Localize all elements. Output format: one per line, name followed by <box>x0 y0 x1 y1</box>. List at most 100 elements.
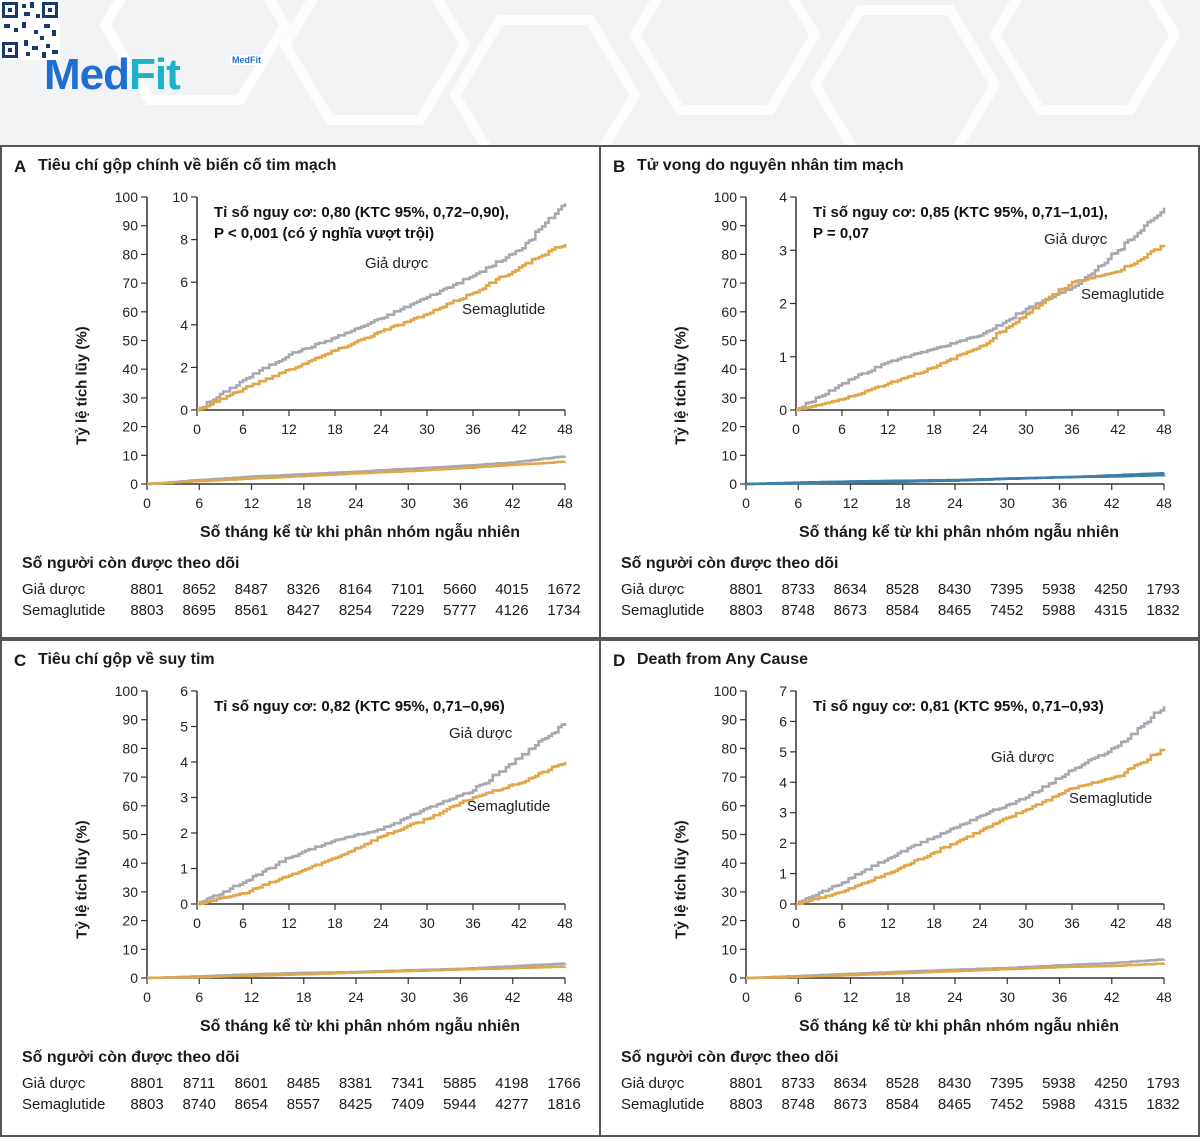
outer-x-tick-label: 24 <box>947 495 963 511</box>
qr-code-icon <box>0 0 60 60</box>
outer-x-tick-label: 12 <box>244 989 260 1005</box>
outer-y-tick-label: 100 <box>714 189 738 205</box>
risk-cell: 7341 <box>390 1075 425 1092</box>
risk-cell: 1672 <box>547 581 581 598</box>
risk-row-label: Semaglutide <box>22 602 106 619</box>
x-axis-label: Số tháng kể từ khi phân nhóm ngẫu nhiên <box>799 524 1120 541</box>
outer-x-tick-label: 36 <box>1052 989 1068 1005</box>
hazard-ratio-text: Tỉ số nguy cơ: 0,85 (KTC 95%, 0,71–1,01)… <box>813 204 1108 221</box>
outer-y-tick-label: 80 <box>721 740 737 756</box>
risk-cell: 8803 <box>130 602 164 619</box>
risk-cell: 8427 <box>286 602 321 619</box>
risk-cell: 8425 <box>338 1096 373 1113</box>
inner-y-tick-label: 3 <box>779 242 787 258</box>
risk-cell: 7101 <box>390 581 425 598</box>
risk-row-placebo: Giả dược 8801 8733 8634 8528 8430 7395 5938 4250… <box>601 581 1200 601</box>
risk-cell: 5938 <box>1042 1075 1076 1092</box>
outer-x-tick-label: 18 <box>895 495 911 511</box>
outer-x-tick-label: 42 <box>1104 495 1120 511</box>
outer-x-tick-label: 18 <box>296 495 312 511</box>
outer-y-tick-label: 50 <box>122 333 138 349</box>
inner-x-tick-label: 30 <box>1018 421 1034 437</box>
inner-y-tick-label: 8 <box>180 232 188 248</box>
risk-cell: 8733 <box>781 1075 815 1092</box>
risk-cell: 1793 <box>1146 1075 1180 1092</box>
outer-x-tick-label: 12 <box>843 989 859 1005</box>
inner-y-tick-label: 2 <box>779 296 787 312</box>
hazard-ratio-text: Tỉ số nguy cơ: 0,81 (KTC 95%, 0,71–0,93) <box>813 698 1104 715</box>
inner-x-tick-label: 18 <box>327 915 343 931</box>
risk-cell: 8430 <box>937 1075 972 1092</box>
risk-cell: 4126 <box>495 602 529 619</box>
inner-x-tick-label: 24 <box>373 421 389 437</box>
risk-cell: 1734 <box>547 602 581 619</box>
panel-title: Tiêu chí gộp chính về biến cố tim mạch <box>38 157 337 174</box>
outer-x-tick-label: 18 <box>296 989 312 1005</box>
risk-cell: 8430 <box>937 581 972 598</box>
inner-x-tick-label: 0 <box>792 421 800 437</box>
outer-x-tick-label: 18 <box>895 989 911 1005</box>
inner-series-semaglutide <box>197 243 567 412</box>
panel-title: Death from Any Cause <box>637 651 808 668</box>
inner-x-tick-label: 12 <box>880 915 896 931</box>
outer-y-tick-label: 50 <box>122 827 138 843</box>
risk-cell: 8465 <box>937 1096 972 1113</box>
hexagon-background <box>99 0 1181 145</box>
inner-x-tick-label: 36 <box>1064 915 1080 931</box>
outer-series-semaglutide <box>746 473 1166 486</box>
risk-cell: 8801 <box>729 581 763 598</box>
inner-y-tick-label: 3 <box>180 790 188 806</box>
inner-y-tick-label: 4 <box>180 754 188 770</box>
panel-d: D Death from Any Cause Tỷ lệ tích lũy (%) S… <box>599 639 1200 1137</box>
risk-cell: 8528 <box>885 1075 920 1092</box>
inner-x-tick-label: 12 <box>880 421 896 437</box>
inner-x-tick-label: 24 <box>972 915 988 931</box>
risk-row-label: Semaglutide <box>621 1096 705 1113</box>
inner-x-tick-label: 12 <box>281 421 297 437</box>
outer-y-tick-label: 100 <box>115 683 139 699</box>
risk-cell: 5885 <box>443 1075 477 1092</box>
inner-x-tick-label: 36 <box>465 915 481 931</box>
outer-x-tick-label: 42 <box>1104 989 1120 1005</box>
inner-x-tick-label: 6 <box>239 915 247 931</box>
outer-y-tick-label: 10 <box>122 447 138 463</box>
outer-x-tick-label: 12 <box>843 495 859 511</box>
risk-cell: 8801 <box>130 581 164 598</box>
risk-cell: 8465 <box>937 602 972 619</box>
outer-x-tick-label: 0 <box>742 495 750 511</box>
risk-cell: 8326 <box>286 581 321 598</box>
risk-cell: 7452 <box>989 602 1024 619</box>
outer-x-tick-label: 12 <box>244 495 260 511</box>
panel-b: B Tử vong do nguyên nhân tim mạch Tỷ lệ tí… <box>599 145 1200 639</box>
risk-cell: 8652 <box>182 581 216 598</box>
outer-x-tick-label: 0 <box>742 989 750 1005</box>
outer-y-tick-label: 20 <box>721 913 737 929</box>
outer-y-tick-label: 0 <box>729 970 737 986</box>
risk-cell: 8381 <box>338 1075 373 1092</box>
risk-cell: 8634 <box>833 581 867 598</box>
inner-x-tick-label: 18 <box>327 421 343 437</box>
outer-x-tick-label: 48 <box>557 989 573 1005</box>
outer-y-tick-label: 90 <box>721 218 737 234</box>
inner-series-semaglutide <box>197 762 567 906</box>
inner-y-tick-label: 3 <box>779 805 787 821</box>
inner-x-tick-label: 30 <box>419 421 435 437</box>
risk-cell: 8654 <box>234 1096 268 1113</box>
outer-y-tick-label: 60 <box>122 304 138 320</box>
outer-x-tick-label: 42 <box>505 495 521 511</box>
risk-cell: 8740 <box>182 1096 216 1113</box>
outer-y-tick-label: 40 <box>122 361 138 377</box>
inner-x-tick-label: 0 <box>193 915 201 931</box>
inner-x-tick-label: 6 <box>838 915 846 931</box>
risk-cell: 4250 <box>1094 1075 1128 1092</box>
risk-cell: 8801 <box>729 1075 763 1092</box>
outer-y-tick-label: 50 <box>721 827 737 843</box>
inner-y-tick-label: 0 <box>779 402 787 418</box>
outer-y-tick-label: 70 <box>122 275 138 291</box>
inner-series-placebo <box>197 723 567 906</box>
panel-c: C Tiêu chí gộp về suy tim Tỷ lệ tích lũy (… <box>0 639 601 1137</box>
risk-row-label: Semaglutide <box>621 602 705 619</box>
risk-cell: 8485 <box>286 1075 321 1092</box>
risk-cell: 8601 <box>234 1075 268 1092</box>
